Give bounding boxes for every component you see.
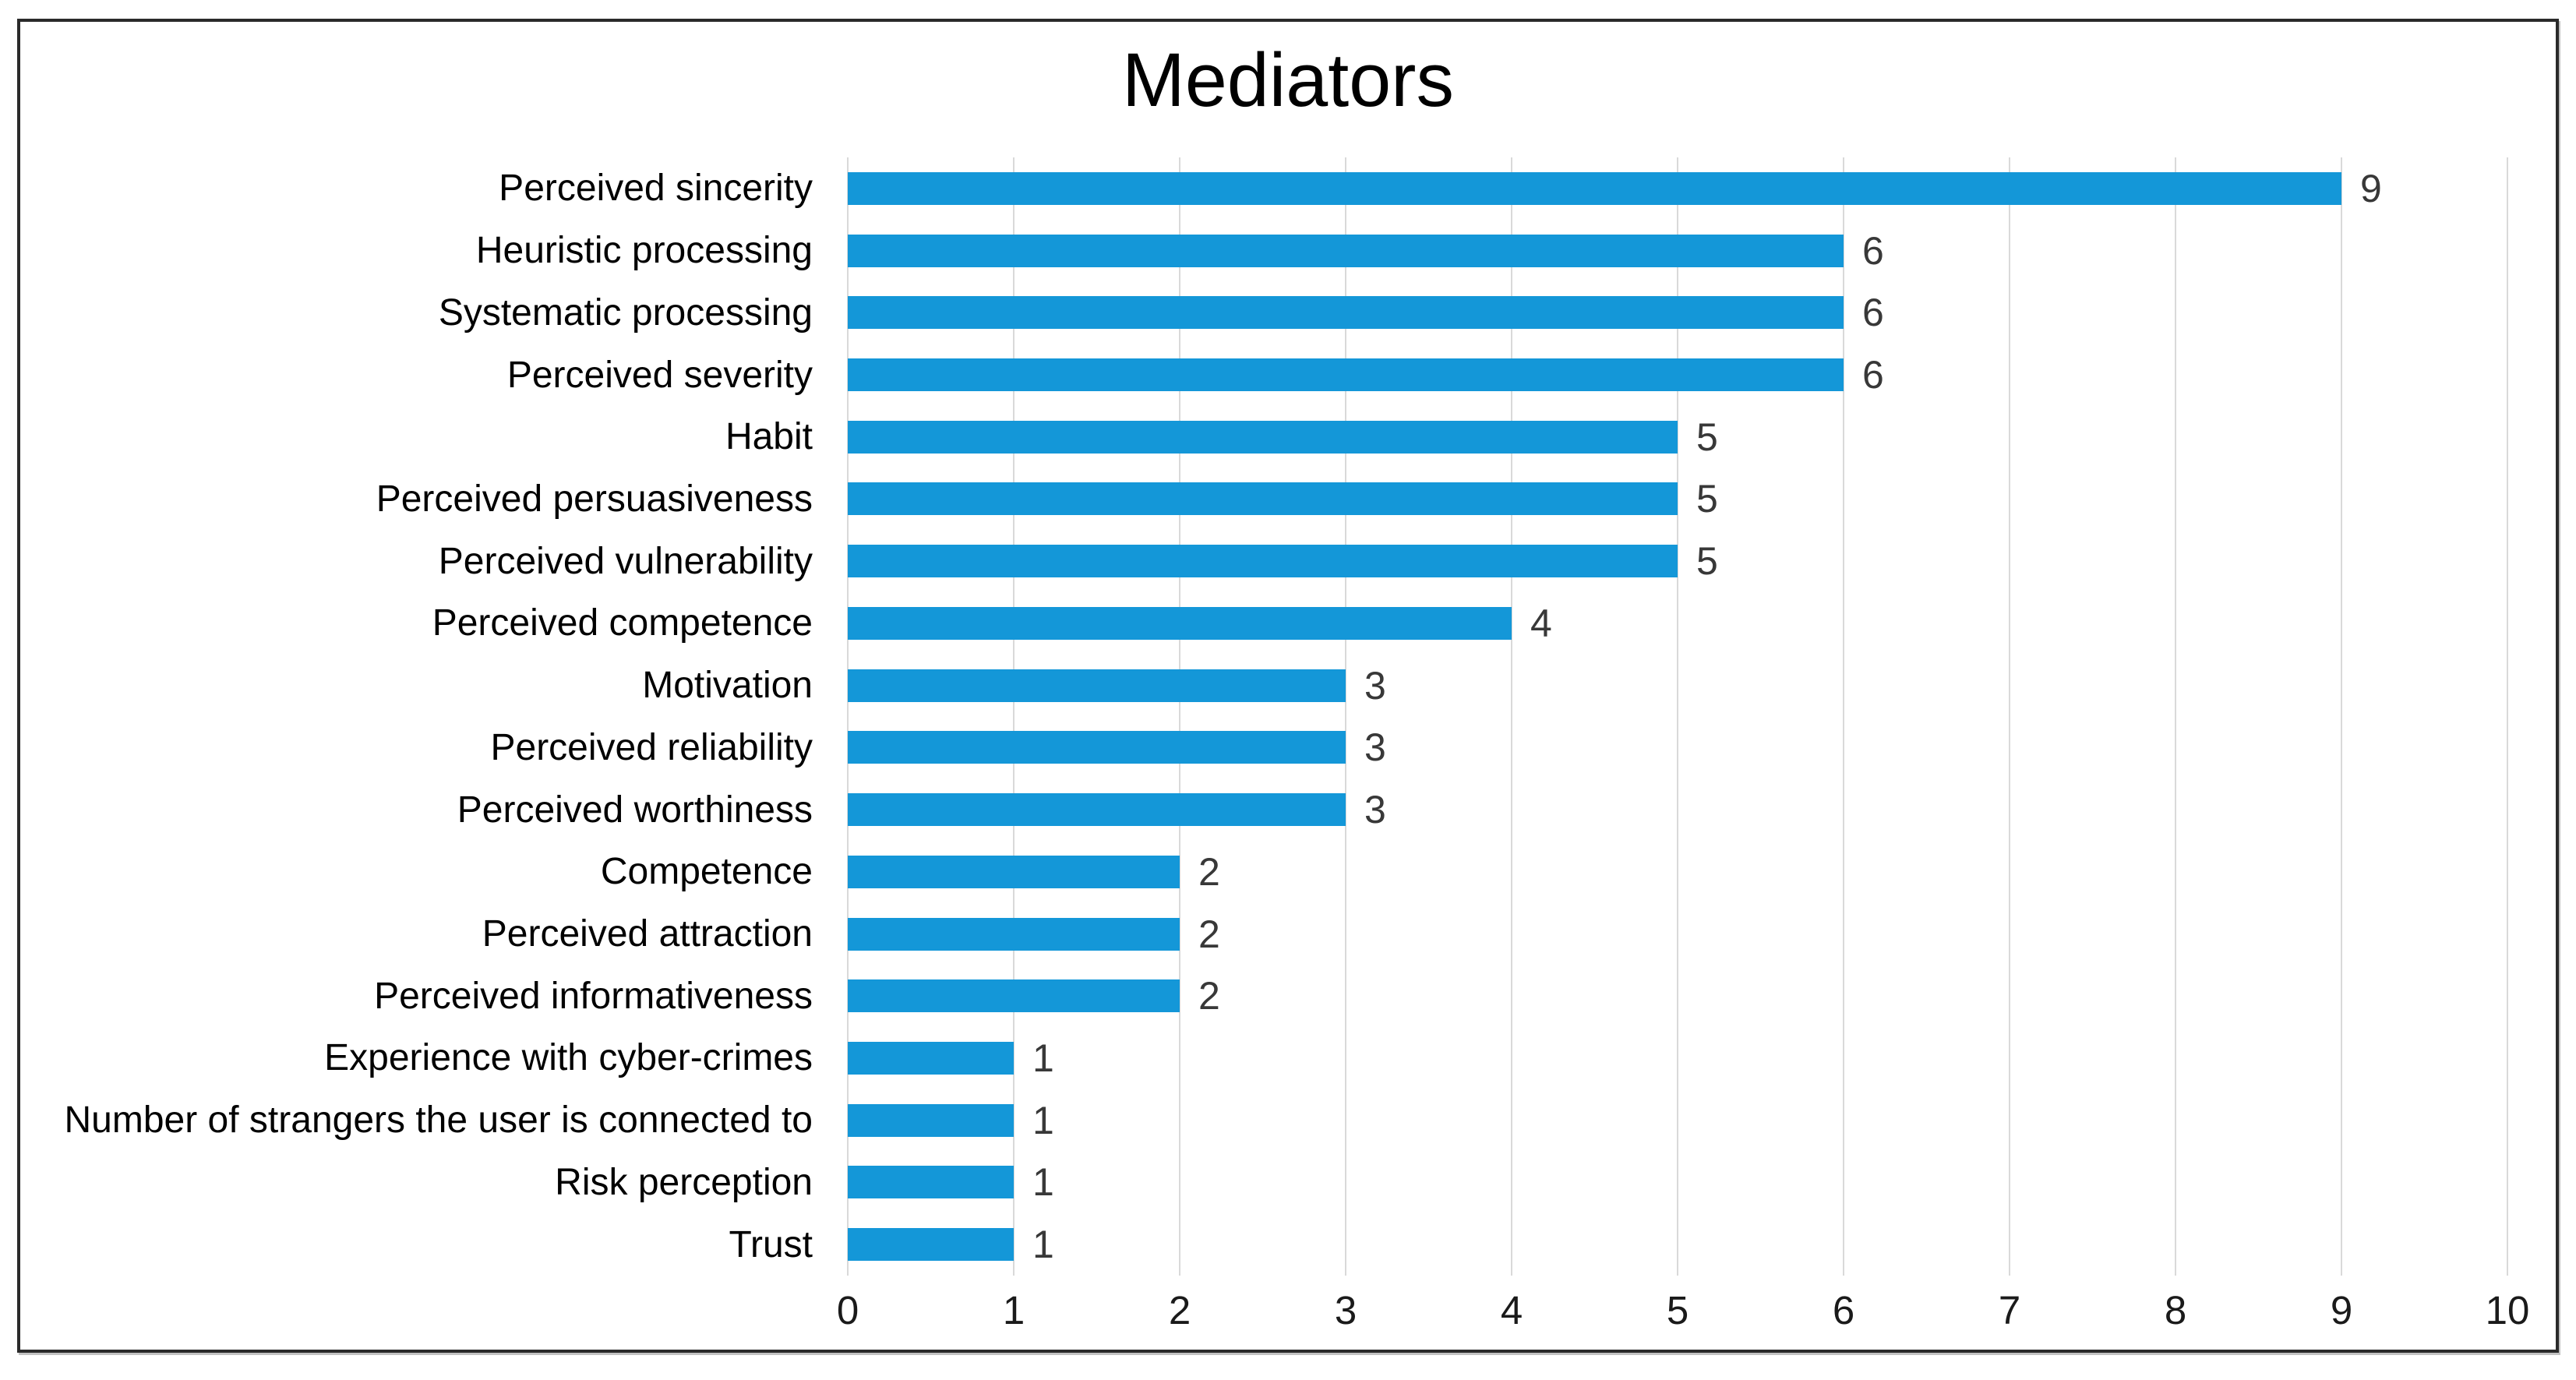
gridline <box>1677 157 1678 1276</box>
x-tick-label: 6 <box>1832 1288 1855 1332</box>
gridline <box>847 157 849 1276</box>
bar <box>848 420 1678 454</box>
chart-title: Mediators <box>1122 37 1454 122</box>
value-label: 1 <box>1032 1098 1054 1142</box>
gridline <box>1843 157 1844 1276</box>
x-tick-label: 3 <box>1334 1288 1357 1332</box>
x-tick-label: 10 <box>2485 1288 2530 1332</box>
bar <box>848 731 1346 764</box>
category-label: Perceived severity <box>506 354 813 396</box>
category-label: Perceived attraction <box>482 913 813 955</box>
value-label: 9 <box>2360 166 2382 210</box>
value-label: 6 <box>1862 291 1884 335</box>
bar <box>848 669 1346 702</box>
category-label: Trust <box>729 1223 813 1265</box>
value-label: 3 <box>1364 725 1386 770</box>
bar <box>848 358 1844 392</box>
x-tick-label: 9 <box>2330 1288 2353 1332</box>
category-label: Competence <box>600 851 813 893</box>
bar <box>848 1103 1014 1137</box>
category-label: Perceived competence <box>432 602 813 644</box>
category-label: Perceived sincerity <box>499 168 813 210</box>
x-tick-label: 1 <box>1002 1288 1025 1332</box>
bar <box>848 482 1678 516</box>
gridline <box>2009 157 2010 1276</box>
gridline <box>2341 157 2342 1276</box>
bar <box>848 1166 1014 1199</box>
category-label: Heuristic processing <box>475 230 813 272</box>
category-label: Systematic processing <box>438 291 813 334</box>
x-tick-label: 0 <box>836 1288 859 1332</box>
value-label: 1 <box>1032 1160 1054 1205</box>
gridline <box>1511 157 1512 1276</box>
value-label: 3 <box>1364 788 1386 832</box>
category-label: Habit <box>725 416 813 458</box>
category-label: Perceived informativeness <box>374 975 813 1017</box>
figure-border <box>17 19 2559 1353</box>
value-label: 5 <box>1696 415 1718 459</box>
bar <box>848 171 2341 205</box>
value-label: 6 <box>1862 228 1884 273</box>
gridline <box>2507 157 2508 1276</box>
category-label: Perceived vulnerability <box>438 540 813 582</box>
category-label: Perceived reliability <box>490 726 813 768</box>
x-tick-label: 8 <box>2164 1288 2187 1332</box>
gridline <box>1179 157 1180 1276</box>
bar <box>848 545 1678 578</box>
category-label: Experience with cyber-crimes <box>324 1037 813 1079</box>
category-label: Perceived worthiness <box>457 789 813 831</box>
bar <box>848 296 1844 330</box>
value-label: 2 <box>1198 974 1220 1018</box>
value-label: 4 <box>1530 601 1552 645</box>
gridline <box>1345 157 1346 1276</box>
category-label: Risk perception <box>555 1161 813 1203</box>
bar <box>848 1041 1014 1075</box>
value-label: 6 <box>1862 353 1884 397</box>
value-label: 2 <box>1198 849 1220 894</box>
x-tick-label: 7 <box>1998 1288 2021 1332</box>
x-tick-label: 4 <box>1500 1288 1523 1332</box>
value-label: 1 <box>1032 1223 1054 1267</box>
value-label: 5 <box>1696 539 1718 584</box>
category-label: Number of strangers the user is connecte… <box>64 1099 813 1142</box>
bar <box>848 234 1844 267</box>
bar <box>848 1228 1014 1262</box>
value-label: 1 <box>1032 1036 1054 1080</box>
value-label: 2 <box>1198 912 1220 956</box>
category-label: Perceived persuasiveness <box>376 478 813 520</box>
x-tick-label: 5 <box>1666 1288 1689 1332</box>
bar <box>848 793 1346 827</box>
value-label: 3 <box>1364 663 1386 708</box>
x-tick-label: 2 <box>1168 1288 1191 1332</box>
value-label: 5 <box>1696 477 1718 521</box>
bar <box>848 855 1180 888</box>
gridline <box>1013 157 1015 1276</box>
bar <box>848 979 1180 1013</box>
category-label: Motivation <box>642 665 813 707</box>
bar <box>848 606 1512 640</box>
bar <box>848 917 1180 951</box>
gridline <box>2175 157 2176 1276</box>
